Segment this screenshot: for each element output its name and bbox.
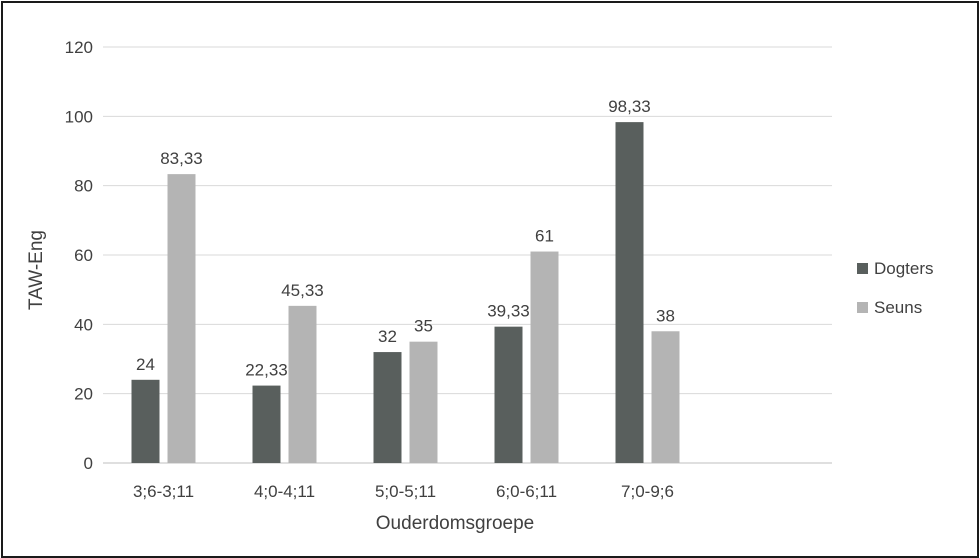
data-label: 22,33 [245,361,288,380]
data-label: 45,33 [281,281,324,300]
legend-label: Seuns [874,298,922,317]
y-tick-label: 0 [84,454,93,473]
data-label: 24 [136,355,155,374]
bar-seuns-2 [288,305,317,463]
x-tick-label: 3;6-3;11 [133,482,194,501]
x-tick-label: 5;0-5;11 [375,482,436,501]
x-axis-ticks: 3;6-3;11 4;0-4;11 5;0-5;11 6;0-6;11 7;0-9;6 [133,482,674,501]
bar-dogters-1 [131,379,160,463]
grid-lines [103,46,832,464]
y-tick-label: 120 [65,38,93,57]
data-label: 83,33 [160,149,203,168]
bar-dogters-5 [615,122,644,463]
x-axis-label: Ouderdomsgroepe [376,513,534,534]
data-label: 38 [656,306,675,325]
data-label: 98,33 [608,97,651,116]
bar-seuns-1 [167,174,196,463]
x-tick-label: 4;0-4;11 [254,482,315,501]
y-tick-label: 40 [74,315,93,334]
bars [131,122,680,463]
bar-seuns-3 [409,341,438,463]
legend: Dogters Seuns [857,259,934,317]
legend-swatch-seuns [857,302,868,313]
data-labels: 24 83,33 22,33 45,33 32 35 39,33 61 98,33 38 [136,97,675,379]
bar-dogters-3 [373,352,402,463]
data-label: 35 [414,317,433,336]
y-tick-label: 20 [74,385,93,404]
y-tick-label: 60 [74,246,93,265]
legend-swatch-dogters [857,263,868,274]
bar-seuns-5 [651,331,680,463]
data-label: 61 [535,227,554,246]
bar-seuns-4 [530,251,559,463]
bar-dogters-4 [494,326,523,463]
y-tick-label: 100 [65,107,93,126]
bar-dogters-2 [252,385,281,463]
y-axis-label: TAW-Eng [26,230,47,310]
y-tick-label: 80 [74,177,93,196]
x-tick-label: 6;0-6;11 [496,482,557,501]
y-axis-ticks: 0 20 40 60 80 100 120 [65,38,93,473]
x-tick-label: 7;0-9;6 [621,482,674,501]
data-label: 32 [378,327,397,346]
data-label: 39,33 [487,302,530,321]
legend-label: Dogters [874,259,934,278]
